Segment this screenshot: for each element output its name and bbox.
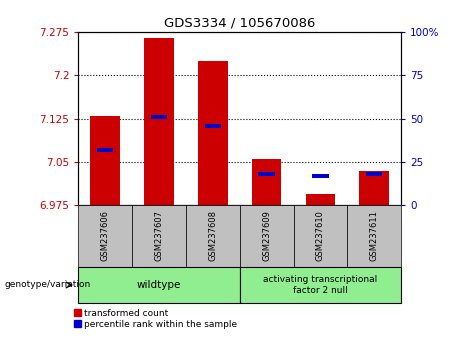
Bar: [259, 172, 275, 176]
Text: GSM237607: GSM237607: [154, 210, 164, 261]
Bar: [198, 61, 228, 205]
Text: wildtype: wildtype: [137, 280, 181, 290]
Bar: [252, 159, 281, 205]
Text: genotype/variation: genotype/variation: [5, 280, 91, 290]
Bar: [144, 38, 174, 205]
Bar: [151, 115, 167, 119]
Bar: [205, 124, 221, 127]
Text: GSM237608: GSM237608: [208, 210, 217, 261]
Legend: transformed count, percentile rank within the sample: transformed count, percentile rank withi…: [74, 309, 237, 329]
Text: GSM237611: GSM237611: [370, 210, 378, 261]
Text: activating transcriptional
factor 2 null: activating transcriptional factor 2 null: [263, 275, 378, 295]
Bar: [306, 194, 335, 205]
Bar: [312, 174, 329, 178]
Text: GSM237606: GSM237606: [101, 210, 110, 261]
Bar: [366, 172, 382, 176]
Bar: [97, 148, 113, 152]
Title: GDS3334 / 105670086: GDS3334 / 105670086: [164, 16, 315, 29]
Text: GSM237610: GSM237610: [316, 210, 325, 261]
Text: GSM237609: GSM237609: [262, 210, 271, 261]
Bar: [360, 171, 389, 205]
Bar: [90, 116, 120, 205]
